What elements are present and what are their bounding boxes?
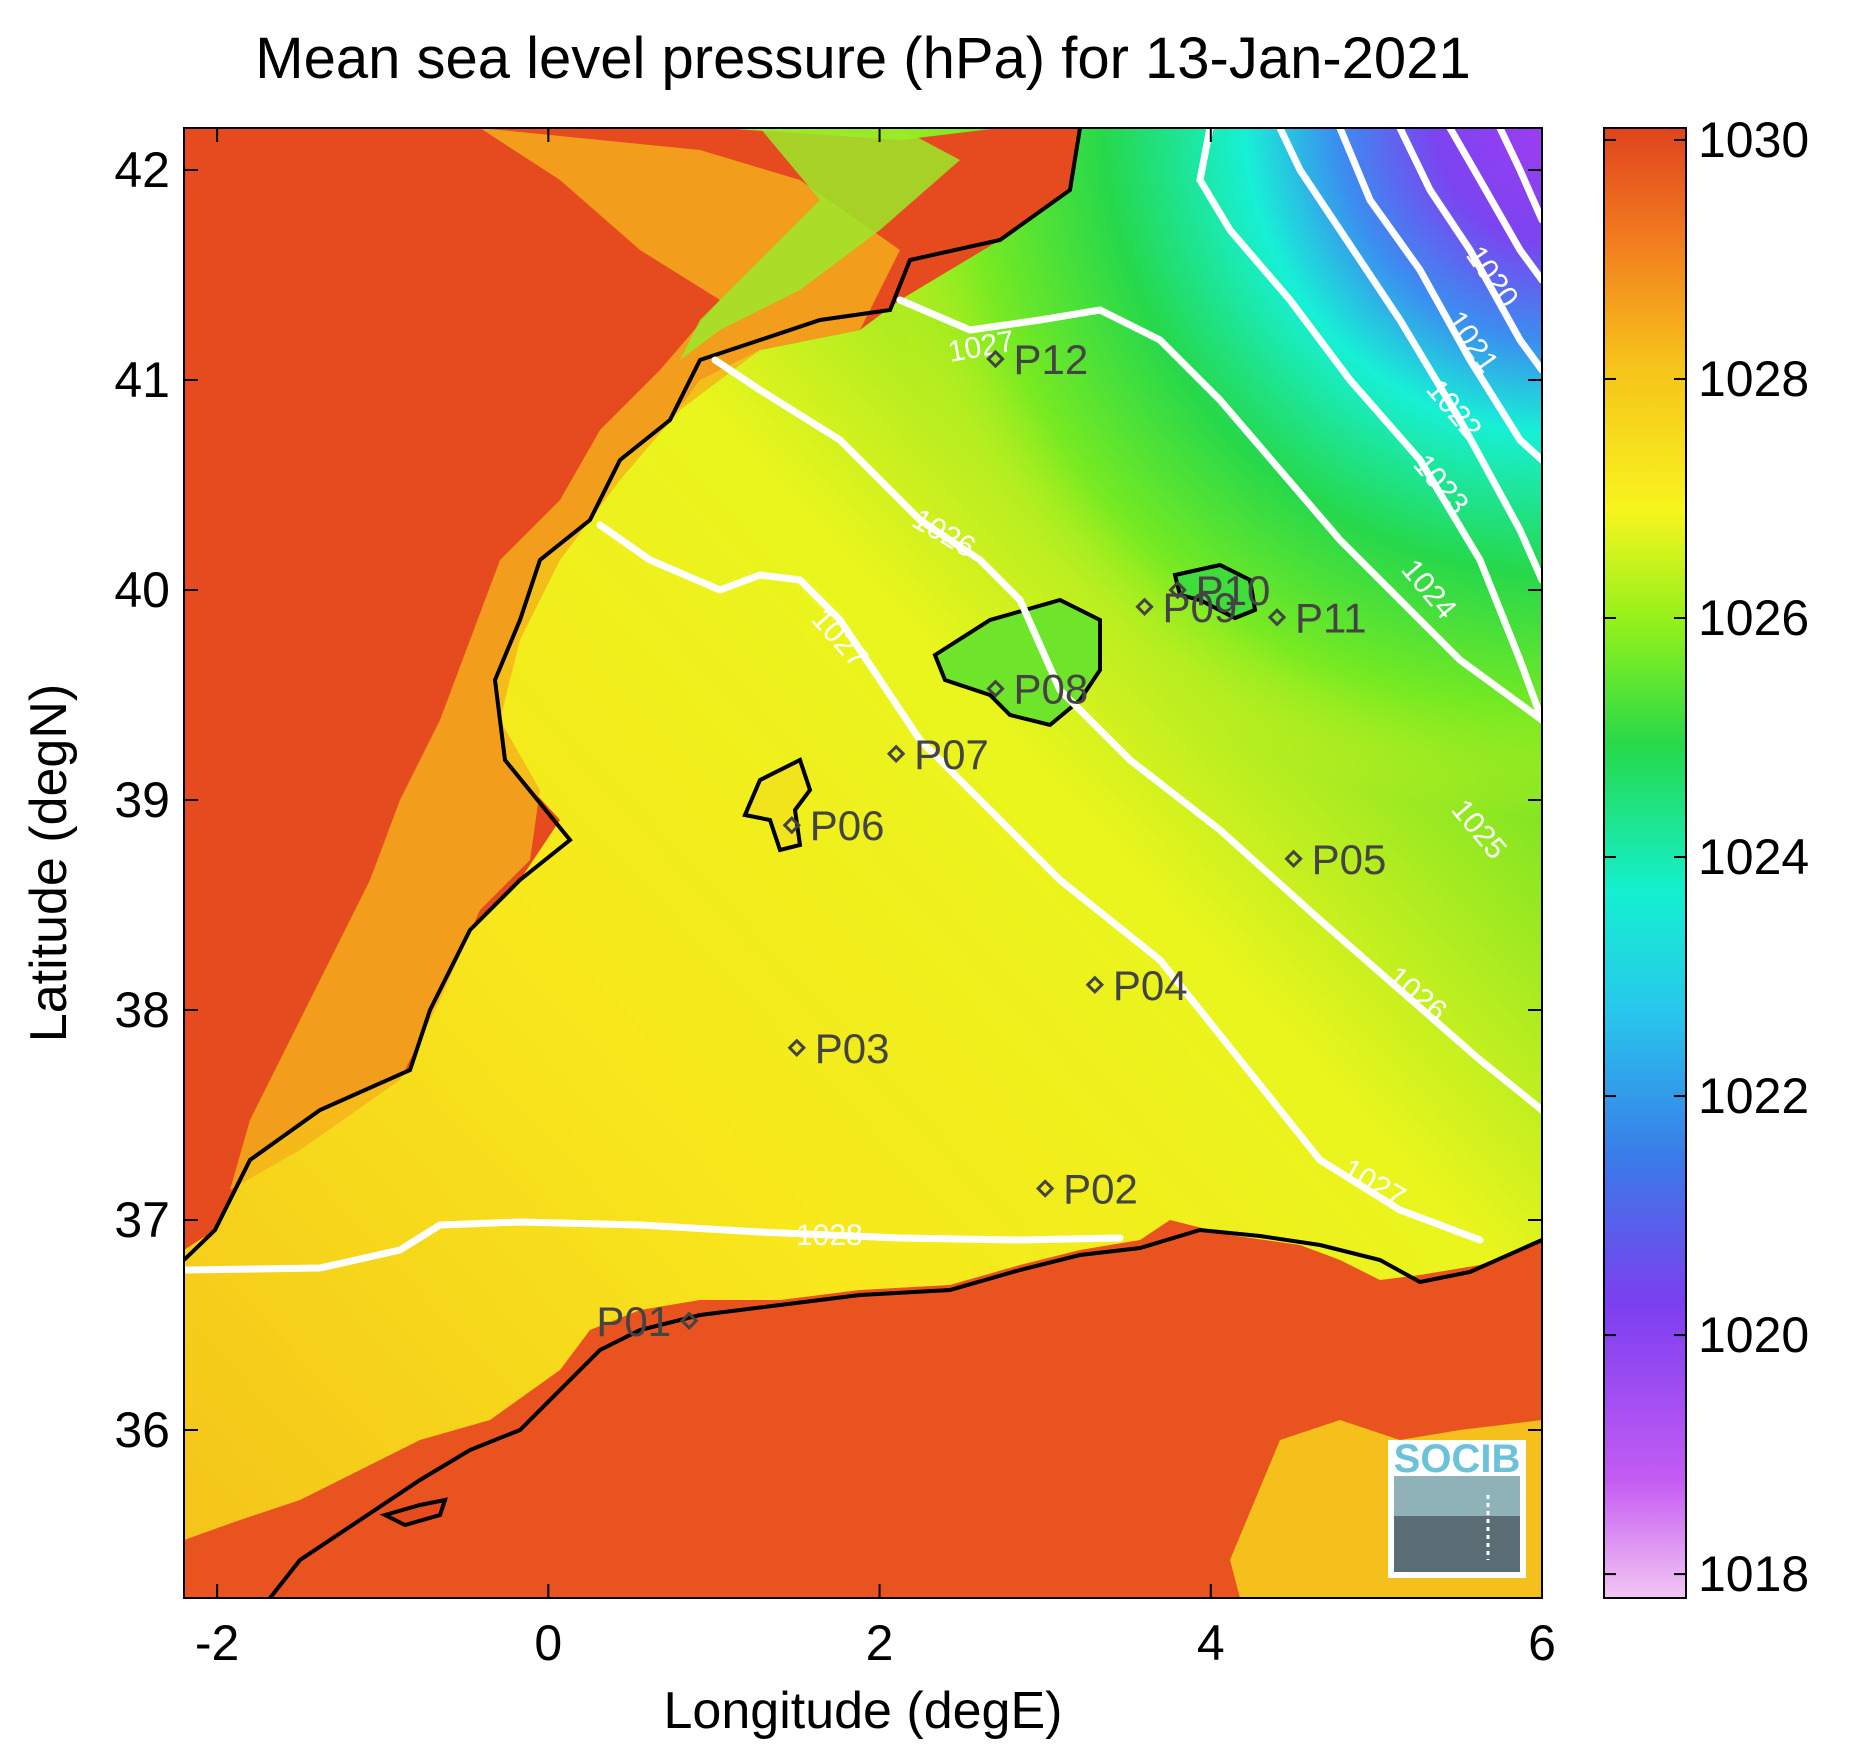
x-axis-ticks: -2 0 2 4 6 [195,128,1556,1671]
station-marker [1267,608,1287,627]
isobar-1024 [1276,128,1542,584]
station-marker [986,349,1005,369]
station-marker [1168,580,1187,600]
island-ibiza [742,757,813,853]
station-marker [787,1038,806,1057]
station-label: P07 [914,731,989,778]
island-menorca [1172,562,1258,621]
coastline-iberia [184,128,1082,1262]
colorbar-tick-label: 1030 [1698,112,1809,168]
y-axis-label: Latitude (degN) [20,684,78,1042]
station-label: P08 [1013,666,1088,713]
y-tick-label: 38 [114,982,170,1038]
station-marker [679,1311,699,1330]
island-alboran [379,1497,448,1528]
map-area: 1020 1021 1022 1023 1024 1025 1026 1026 … [184,128,1542,1598]
isobar-1021 [1446,128,1542,284]
x-tick-label: 2 [866,1615,894,1671]
y-tick-label: 42 [114,142,170,198]
y-tick-label: 36 [114,1402,170,1458]
logo-text: SOCIB [1394,1437,1521,1481]
x-tick-label: 0 [534,1615,562,1671]
colorbar-tick-label: 1018 [1698,1546,1809,1602]
colorbar-tick-label: 1020 [1698,1307,1809,1363]
x-axis-label: Longitude (degE) [664,1682,1063,1740]
station-marker [886,744,906,763]
station-marker [782,816,801,835]
isobar-1027-north [596,521,1484,1244]
colorbar-tick-label: 1026 [1698,590,1809,646]
station-label: P11 [1295,594,1367,641]
y-tick-label: 41 [114,352,170,408]
isobar-1023 [1336,128,1542,464]
y-tick-label: 39 [114,772,170,828]
x-tick-label: 6 [1528,1615,1556,1671]
y-tick-label: 37 [114,1192,170,1248]
colorbar: 1018 1020 1022 1024 1026 1028 1030 [1603,112,1809,1602]
station-label: P06 [810,802,885,849]
isobar-contours [184,128,1542,1274]
x-tick-label: -2 [195,1615,239,1671]
station-label: P01 [596,1298,671,1345]
isobar-1028 [184,1218,1124,1274]
station-label: P09 [1163,584,1238,631]
colorbar-tick-label: 1022 [1698,1068,1809,1124]
isobar-1026 [711,356,1542,1114]
island-mallorca [932,597,1102,728]
isobar-1020 [1496,128,1542,224]
coastline-north-africa [268,1227,1542,1598]
station-label: P10 [1196,567,1271,614]
land-coastal-band [230,128,900,1190]
station-marker [1085,975,1105,994]
land-pyrenees-green [680,128,960,360]
station-marker [1284,849,1303,868]
colorbar-ticks: 1018 1020 1022 1024 1026 1028 1030 [1604,112,1809,1602]
station-marker [1035,1179,1055,1198]
x-tick-label: 4 [1197,1615,1225,1671]
station-label: P03 [815,1025,890,1072]
station-marker [1135,597,1154,616]
isobar-1026-north [896,296,1542,724]
isobar-1022 [1396,128,1542,374]
map-frame [183,127,1543,1599]
map-title: Mean sea level pressure (hPa) for 13-Jan… [255,26,1470,91]
station-label: P04 [1113,962,1188,1009]
isobar-1025 [1196,128,1542,724]
colorbar-tick-label: 1024 [1698,829,1809,885]
station-label: P02 [1063,1166,1138,1213]
socib-logo: SOCIB [1388,1437,1526,1578]
station-label: P05 [1312,836,1387,883]
y-tick-label: 40 [114,562,170,618]
colorbar-gradient [1603,127,1687,1599]
station-label: P12 [1013,336,1088,383]
land-north-africa [184,1220,1542,1598]
station-marker [986,679,1005,698]
colorbar-tick-label: 1028 [1698,351,1809,407]
contour-label: 1028 [796,1219,863,1252]
y-axis-ticks: 36 37 38 39 40 41 42 [114,142,1542,1458]
